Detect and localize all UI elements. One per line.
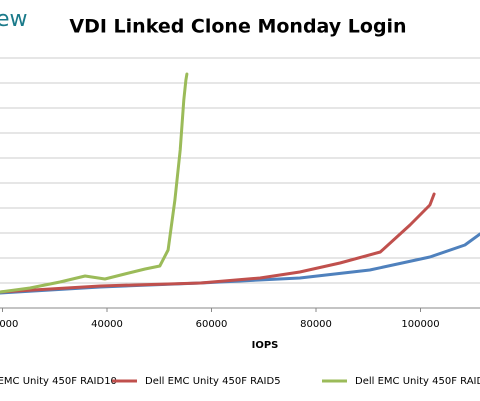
chart-title: VDI Linked Clone Monday Login (69, 16, 406, 38)
x-tick-label: 40000 (91, 319, 123, 330)
line-series (0, 72, 189, 294)
x-axis-label: IOPS (252, 340, 279, 351)
x-tick-label: 80000 (300, 319, 332, 330)
legend-label: Dell EMC Unity 450F RAID50 (355, 376, 480, 387)
x-tick-label: 20000 (0, 319, 18, 330)
line-series (0, 232, 480, 295)
logo: ew (0, 7, 28, 32)
x-tick-label: 100000 (401, 319, 439, 330)
x-tick-label: 60000 (196, 319, 228, 330)
legend-label: Dell EMC Unity 450F RAID5 (145, 376, 281, 387)
legend-label: Dell EMC Unity 450F RAID10 (0, 376, 117, 387)
line-series (0, 192, 436, 294)
